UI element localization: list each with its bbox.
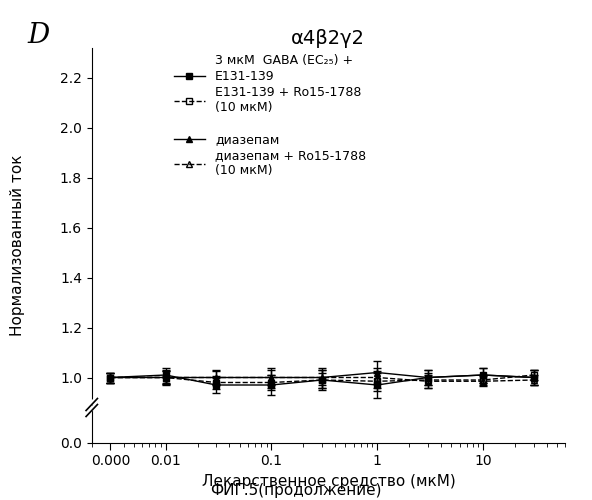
Text: D: D [28, 22, 50, 50]
Text: α4β2γ2: α4β2γ2 [291, 30, 365, 48]
Legend: 3 мкМ  GABA (EC₂₅) +, E131-139, E131-139 + Ro15-1788
(10 мкМ), , диазепам, диазе: 3 мкМ GABA (EC₂₅) +, E131-139, E131-139 … [174, 54, 366, 178]
X-axis label: Лекарственное средство (мкМ): Лекарственное средство (мкМ) [202, 474, 455, 489]
Text: ФИГ.5(продолжение): ФИГ.5(продолжение) [210, 483, 382, 498]
Text: Нормализованный ток: Нормализованный ток [10, 154, 25, 336]
